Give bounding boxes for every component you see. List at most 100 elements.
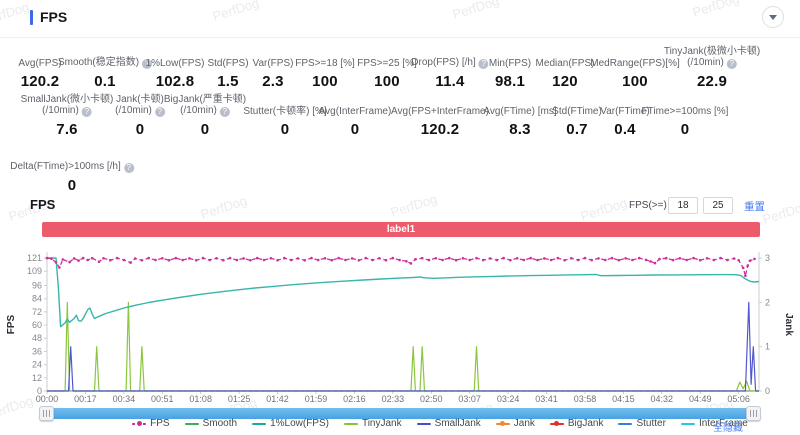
legend-marker — [252, 422, 267, 425]
stat-cell: 1%Low(FPS) 102.8 — [145, 46, 205, 91]
legend-label: Smooth — [202, 418, 238, 429]
svg-text:02:50: 02:50 — [420, 394, 443, 404]
stat-label: Min(FPS) — [488, 57, 532, 69]
stat-cell: Std(FPS) 1.5 — [207, 46, 249, 91]
stat-label: TinyJank(极微小卡顿) — [663, 45, 761, 57]
legend-marker — [680, 422, 695, 425]
stat-cell: Avg(FPS) 120.2 — [18, 46, 62, 91]
svg-text:01:08: 01:08 — [189, 394, 212, 404]
hide-all-link[interactable]: 全隐藏 — [713, 423, 743, 434]
scrollbar-left-handle[interactable] — [39, 406, 54, 421]
legend-item-jank[interactable]: Jank — [495, 418, 535, 429]
help-icon[interactable]: ? — [154, 107, 165, 117]
stat-label: Var(FTime) — [600, 105, 650, 117]
svg-text:00:17: 00:17 — [74, 394, 97, 404]
chart-header: FPS FPS(>=) 重置 — [0, 194, 800, 220]
svg-text:04:15: 04:15 — [612, 394, 635, 404]
svg-text:02:33: 02:33 — [382, 394, 405, 404]
svg-text:48: 48 — [32, 333, 42, 343]
series-1-low-fps- — [47, 257, 760, 328]
svg-text:FPS: FPS — [6, 314, 17, 334]
stat-label: Std(FPS) — [207, 57, 249, 69]
legend-label: Stutter — [636, 418, 666, 429]
help-icon[interactable]: ? — [142, 59, 153, 69]
stat-value: 120.2 — [420, 121, 460, 138]
legend-marker — [495, 421, 510, 426]
chart-legend: FPS Smooth 1%Low(FPS) TinyJank SmallJank Jank… — [80, 418, 800, 429]
chevron-down-icon — [769, 14, 777, 20]
help-icon[interactable]: ? — [81, 107, 92, 117]
svg-text:96: 96 — [32, 280, 42, 290]
chart-title: FPS — [30, 197, 56, 212]
legend-marker — [343, 422, 358, 425]
stat-label: Avg(FPS) — [18, 57, 62, 69]
stat-value: 8.3 — [509, 121, 531, 138]
legend-item-smooth[interactable]: Smooth — [184, 418, 238, 429]
header-accent-bar — [30, 10, 33, 25]
legend-item-1-low-fps-[interactable]: 1%Low(FPS) — [252, 418, 329, 429]
stat-cell: Var(FTime) 0.4 — [600, 94, 650, 139]
legend-item-smalljank[interactable]: SmallJank — [416, 418, 481, 429]
help-icon[interactable]: ? — [726, 59, 737, 69]
svg-text:03:58: 03:58 — [574, 394, 597, 404]
stat-label: BigJank(严重卡顿) — [163, 93, 247, 105]
help-icon[interactable]: ? — [219, 107, 230, 117]
svg-text:04:49: 04:49 — [689, 394, 712, 404]
legend-marker — [184, 422, 199, 425]
legend-marker — [416, 422, 431, 425]
stat-label: Std(FTime) — [552, 105, 602, 117]
svg-text:05:06: 05:06 — [727, 394, 750, 404]
stat-cell: Delta(FTime)>100ms [/h]? 0 — [10, 150, 134, 194]
stat-value: 0 — [200, 121, 210, 138]
svg-text:03:07: 03:07 — [458, 394, 481, 404]
stat-value: 0 — [680, 121, 690, 138]
stat-cell: Std(FTime) 0.7 — [552, 94, 602, 139]
legend-item-fps[interactable]: FPS — [132, 418, 170, 429]
svg-text:02:16: 02:16 — [343, 394, 366, 404]
stat-label: 1%Low(FPS) — [145, 57, 205, 69]
svg-text:04:32: 04:32 — [651, 394, 674, 404]
legend-label: FPS — [150, 418, 170, 429]
stat-value: 11.4 — [435, 73, 465, 90]
legend-item-interframe[interactable]: InterFrame — [680, 418, 748, 429]
svg-text:24: 24 — [32, 360, 42, 370]
stat-label: (/10min)? — [180, 105, 230, 117]
help-icon[interactable]: ? — [478, 59, 489, 69]
legend-marker-dot — [136, 421, 142, 426]
fps-max-input[interactable] — [703, 197, 733, 214]
chart-range-scrollbar[interactable] — [39, 406, 761, 421]
stat-cell: Min(FPS) 98.1 — [488, 46, 532, 91]
stat-label: (/10min)? — [115, 105, 165, 117]
stat-value: 0 — [67, 177, 77, 194]
stat-label: FTime>=100ms [%] — [641, 105, 729, 117]
stat-label: Avg(InterFrame) — [318, 105, 392, 117]
stat-label: Median(FPS) — [535, 57, 595, 69]
legend-marker-dot — [500, 421, 506, 426]
help-icon[interactable]: ? — [123, 163, 134, 173]
stat-cell: Var(FPS) 2.3 — [252, 46, 294, 91]
fps-min-input[interactable] — [668, 197, 698, 214]
legend-marker — [618, 422, 633, 425]
legend-item-stutter[interactable]: Stutter — [618, 418, 666, 429]
svg-text:3: 3 — [765, 253, 770, 263]
fps-filter-label: FPS(>=) — [629, 200, 667, 211]
stat-value: 102.8 — [155, 73, 195, 90]
stat-value: 98.1 — [494, 73, 525, 90]
stat-cell: Avg(InterFrame) 0 — [318, 94, 392, 139]
stat-label: Var(FPS) — [252, 57, 294, 69]
svg-text:00:34: 00:34 — [113, 394, 136, 404]
legend-label: InterFrame — [698, 418, 748, 429]
svg-text:84: 84 — [32, 294, 42, 304]
series-tinyjank — [47, 301, 759, 392]
reset-link[interactable]: 重置 — [744, 201, 765, 213]
collapse-button[interactable] — [762, 6, 784, 28]
stat-label: Drop(FPS) [/h]? — [411, 57, 489, 69]
scrollbar-right-handle[interactable] — [746, 406, 761, 421]
legend-item-tinyjank[interactable]: TinyJank — [343, 418, 402, 429]
legend-marker — [549, 421, 564, 426]
legend-label: Jank — [513, 418, 535, 429]
legend-item-bigjank[interactable]: BigJank — [549, 418, 603, 429]
stat-cell: FPS>=25 [%] 100 — [357, 46, 416, 91]
stat-label: (/10min)? — [687, 57, 737, 69]
